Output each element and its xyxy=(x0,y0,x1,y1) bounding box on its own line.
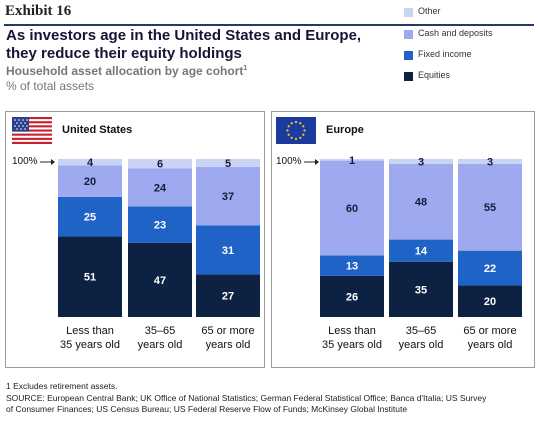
value-label-us-equities-1: 51 xyxy=(84,272,96,284)
value-label-us-equities-2: 47 xyxy=(154,275,166,287)
value-label-us-equities-3: 27 xyxy=(222,291,234,303)
bar-us-other-3 xyxy=(196,159,260,167)
value-label-europe-fixed-income-2: 14 xyxy=(415,246,428,258)
category-label-us-3-line-2: years old xyxy=(206,339,251,351)
eu-flag-icon xyxy=(276,117,316,144)
legend: Other Cash and deposits Fixed income Equ… xyxy=(404,4,536,94)
value-label-us-cash-and-deposits-3: 37 xyxy=(222,191,234,203)
legend-label-other: Other xyxy=(418,6,441,16)
legend-swatch-fixed-income xyxy=(404,51,413,60)
bar-europe-fixed-income-1 xyxy=(320,255,384,276)
title-line-1: As investors age in the United States an… xyxy=(6,27,362,44)
bar-us-cash-and-deposits-2 xyxy=(128,168,192,207)
bar-us-other-1 xyxy=(58,159,122,166)
chart-subtitle: Household asset allocation by age cohort… xyxy=(6,64,247,78)
legend-label-equities: Equities xyxy=(418,70,451,80)
bar-europe-equities-2 xyxy=(389,261,453,317)
value-label-europe-other-3: 3 xyxy=(487,156,493,168)
value-label-us-fixed-income-1: 25 xyxy=(84,212,96,224)
bar-us-fixed-income-2 xyxy=(128,206,192,243)
value-label-europe-cash-and-deposits-3: 55 xyxy=(484,202,496,214)
value-label-europe-equities-2: 35 xyxy=(415,284,427,296)
value-label-europe-fixed-income-1: 13 xyxy=(346,261,358,273)
legend-label-fixed-income: Fixed income xyxy=(418,49,472,59)
value-label-us-other-1: 4 xyxy=(87,157,94,169)
bar-europe-other-2 xyxy=(389,159,453,164)
hundred-arrow-icon-us xyxy=(40,159,55,165)
bar-us-equities-3 xyxy=(196,274,260,317)
bar-us-cash-and-deposits-3 xyxy=(196,166,260,226)
bar-us-fixed-income-3 xyxy=(196,225,260,275)
title-line-2: they reduce their equity holdings xyxy=(6,45,242,62)
value-label-us-other-2: 6 xyxy=(157,159,163,171)
hundred-label-us: 100% xyxy=(12,156,38,167)
value-label-us-cash-and-deposits-1: 20 xyxy=(84,176,96,188)
bar-us-equities-1 xyxy=(58,236,122,317)
category-label-us-3-line-1: 65 or more xyxy=(201,325,254,337)
hundred-arrow-icon-europe xyxy=(304,159,319,165)
hundred-label-europe: 100% xyxy=(276,156,302,167)
legend-swatch-cash xyxy=(404,30,413,39)
bar-europe-other-1 xyxy=(320,159,384,161)
value-label-us-fixed-income-2: 23 xyxy=(154,220,166,232)
bar-europe-equities-1 xyxy=(320,275,384,317)
category-label-europe-1-line-1: Less than xyxy=(328,325,376,337)
top-rule xyxy=(4,24,534,26)
bar-us-other-2 xyxy=(128,159,192,169)
value-label-us-other-3: 5 xyxy=(225,158,231,170)
value-label-us-cash-and-deposits-2: 24 xyxy=(154,182,167,194)
bar-europe-fixed-income-2 xyxy=(389,239,453,262)
legend-swatch-equities xyxy=(404,72,413,81)
footnote: 1 Excludes retirement assets. xyxy=(6,381,118,391)
bar-europe-cash-and-deposits-2 xyxy=(389,163,453,240)
category-label-europe-2-line-1: 35–65 xyxy=(406,325,437,337)
source-line-1: SOURCE: European Central Bank; UK Office… xyxy=(6,393,487,403)
legend-swatch-other xyxy=(404,8,413,17)
value-label-europe-cash-and-deposits-1: 60 xyxy=(346,203,358,215)
value-label-europe-other-1: 1 xyxy=(349,155,355,167)
bar-europe-equities-3 xyxy=(458,285,522,317)
source-line-2: of Consumer Finances; US Census Bureau; … xyxy=(6,404,408,414)
category-label-europe-2-line-2: years old xyxy=(399,339,444,351)
category-label-europe-3-line-2: years old xyxy=(468,339,513,351)
bar-europe-other-3 xyxy=(458,159,522,164)
category-label-europe-3-line-1: 65 or more xyxy=(463,325,516,337)
value-label-europe-equities-1: 26 xyxy=(346,291,358,303)
legend-label-cash: Cash and deposits xyxy=(418,28,493,38)
bar-us-equities-2 xyxy=(128,242,192,317)
value-label-europe-cash-and-deposits-2: 48 xyxy=(415,197,427,209)
subtitle-text: Household asset allocation by age cohort xyxy=(6,64,244,78)
panel-title-us: United States xyxy=(62,124,133,136)
exhibit-label: Exhibit 16 xyxy=(5,3,72,19)
value-label-europe-other-2: 3 xyxy=(418,156,424,168)
bar-europe-cash-and-deposits-1 xyxy=(320,160,384,256)
category-label-us-2-line-2: years old xyxy=(138,339,183,351)
unit-label: % of total assets xyxy=(6,79,95,93)
panel-europe xyxy=(271,111,535,368)
value-label-us-fixed-income-3: 31 xyxy=(222,245,234,257)
subtitle-footnote-mark: 1 xyxy=(243,65,248,72)
category-label-us-1-line-2: 35 years old xyxy=(60,339,120,351)
chart-title: As investors age in the United States an… xyxy=(6,27,376,63)
value-label-europe-fixed-income-3: 22 xyxy=(484,263,496,275)
bar-europe-cash-and-deposits-3 xyxy=(458,163,522,251)
category-label-europe-1-line-2: 35 years old xyxy=(322,339,382,351)
us-flag-icon xyxy=(12,117,52,144)
category-label-us-1-line-1: Less than xyxy=(66,325,114,337)
bar-europe-fixed-income-3 xyxy=(458,250,522,286)
category-label-us-2-line-1: 35–65 xyxy=(145,325,176,337)
panel-us xyxy=(5,111,265,368)
panel-title-europe: Europe xyxy=(326,124,364,136)
bar-us-fixed-income-1 xyxy=(58,196,122,237)
value-label-europe-equities-3: 20 xyxy=(484,296,496,308)
bar-us-cash-and-deposits-1 xyxy=(58,165,122,197)
